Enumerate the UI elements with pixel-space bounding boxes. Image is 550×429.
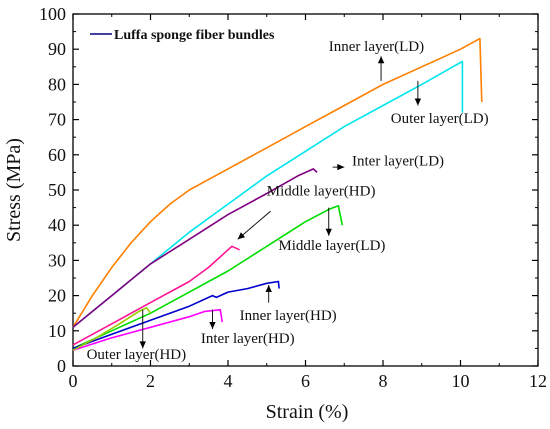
annotation-label-4: Middle layer(HD) — [267, 183, 376, 199]
series-line-6 — [72, 280, 280, 350]
arrow-head-8 — [139, 341, 146, 349]
y-tick-label: 20 — [48, 286, 66, 306]
annotation-label-5: Middle layer(LD) — [278, 238, 385, 254]
annotation-labels: Inner layer(LD) Outer layer(LD) Inter laye… — [87, 39, 489, 363]
annotation-label-1: Inner layer(LD) — [329, 39, 424, 55]
series-layer — [72, 37, 483, 351]
arrow-head-2 — [414, 98, 422, 106]
annotation-label-6: Inner layer(HD) — [240, 308, 337, 324]
arrow-head-7 — [209, 322, 216, 329]
series-line-3 — [72, 168, 318, 328]
series-line-7 — [72, 308, 223, 351]
y-tick-label: 50 — [48, 180, 66, 200]
x-tick-label: 4 — [224, 371, 233, 391]
y-tick-label: 70 — [48, 110, 66, 130]
legend: Luffa sponge fiber bundles — [90, 28, 275, 43]
y-axis-title: Stress (MPa) — [3, 138, 25, 242]
y-tick-label: 90 — [48, 39, 66, 59]
series-line-1 — [72, 37, 483, 328]
annotation-arrows — [139, 56, 422, 349]
y-axis: 0 10 20 30 40 50 60 70 80 90 100 — [39, 4, 538, 376]
y-tick-label: 10 — [48, 321, 66, 341]
x-axis: 0 2 4 6 8 10 12 — [69, 14, 547, 391]
y-tick-label: 40 — [48, 215, 66, 235]
legend-label: Luffa sponge fiber bundles — [114, 28, 275, 43]
annotation-label-3: Inter layer(LD) — [352, 153, 444, 169]
arrow-head-5 — [325, 228, 332, 236]
x-tick-label: 8 — [379, 371, 388, 391]
arrow-head-4 — [237, 232, 246, 240]
x-tick-label: 12 — [529, 371, 547, 391]
y-tick-label: 60 — [48, 145, 66, 165]
y-tick-label: 0 — [57, 356, 66, 376]
y-tick-label: 30 — [48, 250, 66, 270]
arrow-head-1 — [377, 56, 385, 64]
y-tick-label: 100 — [39, 4, 66, 24]
series-line-8 — [72, 307, 152, 351]
x-axis-title: Strain (%) — [266, 401, 349, 423]
annotation-label-2: Outer layer(LD) — [391, 111, 489, 127]
arrow-shaft-4 — [237, 210, 271, 240]
series-line-5 — [72, 245, 240, 346]
series-line-4 — [72, 205, 344, 350]
y-tick-label: 80 — [48, 74, 66, 94]
arrow-head-3 — [337, 163, 345, 171]
arrow-head-6 — [265, 285, 272, 292]
x-tick-label: 2 — [146, 371, 155, 391]
x-tick-label: 10 — [452, 371, 470, 391]
x-tick-label: 6 — [301, 371, 310, 391]
annotation-label-8: Outer layer(HD) — [87, 347, 187, 363]
x-tick-label: 0 — [69, 371, 78, 391]
annotation-label-7: Inter layer(HD) — [201, 331, 295, 347]
